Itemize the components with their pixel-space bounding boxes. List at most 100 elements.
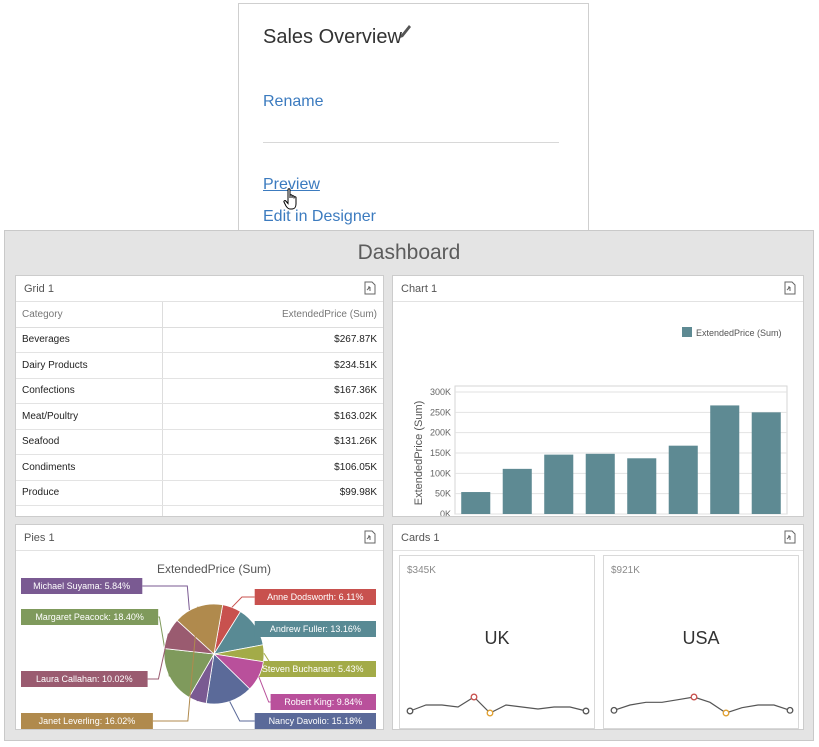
pie-label-connector [231, 596, 255, 608]
pie-label-box [21, 671, 148, 687]
export-icon[interactable] [784, 281, 796, 295]
hand-pointer-cursor-icon [283, 188, 297, 210]
category-cell: Condiments [16, 454, 163, 481]
pie-label-box [270, 694, 376, 710]
pie-chart: ExtendedPrice (Sum) Anne Dodsworth: 6.11%… [21, 562, 376, 729]
card-usa[interactable]: $921K USA [603, 555, 799, 729]
table-row[interactable]: Confections $167.36K [16, 378, 383, 404]
table-row[interactable]: Dairy Products $234.51K [16, 352, 383, 379]
sparkline-max-point [690, 693, 698, 701]
sparkline [610, 693, 794, 717]
pie-label: Janet Leverling: 16.02% [39, 716, 136, 726]
pie-label-box [254, 621, 376, 637]
price-cell: $131.26K [162, 429, 383, 455]
bar[interactable] [544, 454, 574, 514]
category-cell: Confections [16, 378, 163, 404]
sparkline-path [613, 696, 791, 714]
table-row[interactable]: Condiments $106.05K [16, 454, 383, 481]
pencil-icon[interactable] [398, 22, 412, 38]
grid-panel: Grid 1 Category ExtendedPrice (Sum) Beve… [15, 275, 384, 517]
sparkline [406, 693, 590, 717]
price-cell: $99.98K [162, 480, 383, 506]
bar[interactable] [751, 412, 781, 514]
y-tick-label: 200K [430, 428, 451, 438]
y-tick-label: 300K [430, 387, 451, 397]
column-header-category[interactable]: Category [16, 302, 163, 328]
chart-panel-title: Chart 1 [401, 283, 438, 295]
price-cell: $234.51K [162, 352, 383, 379]
bar[interactable] [502, 468, 532, 514]
bar[interactable] [627, 458, 657, 514]
grid-table: Category ExtendedPrice (Sum) Beverages $2… [16, 302, 383, 516]
sparkline-end-point [582, 707, 590, 715]
price-cell: $163.02K [162, 403, 383, 430]
pie-label: Margaret Peacock: 18.40% [35, 612, 144, 622]
card-title: USA [682, 628, 720, 648]
table-row[interactable]: Meat/Poultry $163.02K [16, 403, 383, 430]
pie-label-connector [152, 606, 199, 722]
grid-panel-title: Grid 1 [24, 283, 54, 295]
y-tick-label: 250K [430, 407, 451, 417]
export-icon[interactable] [364, 281, 376, 295]
export-icon[interactable] [784, 530, 796, 544]
y-tick-label: 50K [435, 489, 451, 499]
sparkline-end-point [786, 706, 794, 714]
pie-label-connector [258, 676, 271, 703]
legend-marker [682, 327, 692, 337]
bar[interactable] [461, 492, 491, 514]
bar[interactable] [585, 453, 615, 514]
category-cell: Produce [16, 480, 163, 506]
bar[interactable] [710, 405, 740, 514]
rename-link[interactable]: Rename [263, 93, 324, 110]
menu-divider [263, 142, 559, 143]
column-header-extended-price[interactable]: ExtendedPrice (Sum) [162, 302, 383, 328]
pies-panel: Pies 1 ExtendedPrice (Sum) Anne Dodsworth… [15, 524, 384, 730]
plot-area: 0K 50K 100K 150K 200K 250K 300K ExtendedPrice (… [413, 385, 788, 540]
category-cell: Meat/Poultry [16, 403, 163, 430]
price-cell: $167.36K [162, 378, 383, 404]
category-cell: Dairy Products [16, 352, 163, 379]
pie-label: Anne Dodsworth: 6.11% [267, 592, 363, 602]
price-cell: $267.87K [162, 327, 383, 353]
sparkline-min-point [722, 709, 730, 717]
preview-link[interactable]: Preview [263, 176, 320, 193]
pie-label: Robert King: 9.84% [284, 697, 362, 707]
chart-panel: Chart 1 0K 50K 100K 150K 200K 250K 300K Extende… [392, 275, 804, 540]
pie-label-box [21, 578, 143, 594]
cards-panel-header: Cards 1 [393, 525, 803, 551]
pie-slice[interactable] [205, 653, 251, 705]
bar[interactable] [668, 445, 698, 514]
bar-chart: 0K 50K 100K 150K 200K 250K 300K ExtendedPrice (… [413, 327, 788, 540]
table-row[interactable]: Seafood $131.26K [16, 429, 383, 455]
pie-label-connector [158, 616, 170, 677]
chart-panel-header: Chart 1 [393, 276, 803, 302]
pies-panel-title: Pies 1 [24, 532, 55, 544]
pie-label-box [254, 713, 376, 729]
edit-in-designer-link[interactable]: Edit in Designer [263, 208, 376, 225]
card-value: $921K [611, 565, 640, 576]
table-row[interactable]: Beverages $267.87K [16, 327, 383, 353]
export-icon[interactable] [364, 530, 376, 544]
pie-label: Andrew Fuller: 13.16% [270, 624, 361, 634]
dashboard-preview: Dashboard Grid 1 Category ExtendedPrice … [4, 230, 814, 741]
card-title: UK [484, 628, 510, 648]
pie-title: ExtendedPrice (Sum) [157, 562, 271, 576]
pie-label-box [21, 713, 153, 729]
pie-label: Nancy Davolio: 15.18% [269, 716, 363, 726]
sparkline-min-point [486, 709, 494, 717]
price-cell: $106.05K [162, 454, 383, 481]
table-row[interactable]: Produce $99.98K [16, 480, 383, 506]
sparkline-start-point [610, 706, 618, 714]
y-axis-label: ExtendedPrice (Sum) [413, 401, 425, 506]
category-cell: Beverages [16, 327, 163, 353]
y-tick-label: 100K [430, 468, 451, 478]
pie-label: Michael Suyama: 5.84% [33, 581, 130, 591]
card-value: $345K [407, 565, 436, 576]
pies-panel-header: Pies 1 [16, 525, 383, 551]
y-tick-label: 150K [430, 448, 451, 458]
pie-label-connector [229, 701, 255, 722]
pie-label-box [249, 661, 376, 677]
card-uk[interactable]: $345K UK [399, 555, 595, 729]
category-cell: Seafood [16, 429, 163, 455]
pie-label-connector [147, 633, 169, 680]
